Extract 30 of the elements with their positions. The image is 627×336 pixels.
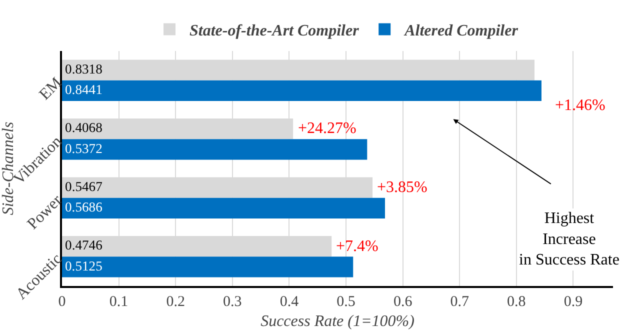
legend-label: State-of-the-Art Compiler xyxy=(190,22,360,40)
x-tick-label: 0.6 xyxy=(393,294,413,310)
x-tick-label: 0.1 xyxy=(109,294,128,310)
data-label: 0.5372 xyxy=(65,140,103,156)
data-label: 0.4068 xyxy=(65,120,103,136)
data-label: 0.8318 xyxy=(65,61,103,76)
data-label: 0.5686 xyxy=(65,200,103,215)
x-tick-label: 0.2 xyxy=(166,294,185,310)
x-tick-label: 0.4 xyxy=(280,294,300,310)
bar xyxy=(62,256,354,278)
annotation: +24.27% xyxy=(298,120,356,137)
x-tick-label: 0.3 xyxy=(223,294,242,310)
y-tick-label: EM xyxy=(36,74,66,104)
x-tick-label: 0.5 xyxy=(336,294,356,310)
x-tick-label: 0.8 xyxy=(507,294,526,310)
x-tick-label: 0.7 xyxy=(450,294,470,310)
bar xyxy=(62,80,542,101)
data-label: 0.8441 xyxy=(65,82,102,98)
x-axis-title: Success Rate (1=100%) xyxy=(260,313,414,330)
data-label: 0.4746 xyxy=(65,238,103,253)
legend-label: Altered Compiler xyxy=(404,22,519,40)
data-label: 0.5125 xyxy=(65,258,103,274)
x-tick-label: 0.9 xyxy=(564,294,583,310)
bar xyxy=(62,198,385,218)
data-label: 0.5467 xyxy=(65,178,103,194)
annotation: +7.4% xyxy=(336,238,378,255)
annotation: +3.85% xyxy=(377,179,428,196)
annotation: +1.46% xyxy=(555,97,606,114)
bar xyxy=(62,139,368,160)
annotation: Highest Increase in Success Rate xyxy=(519,210,620,269)
